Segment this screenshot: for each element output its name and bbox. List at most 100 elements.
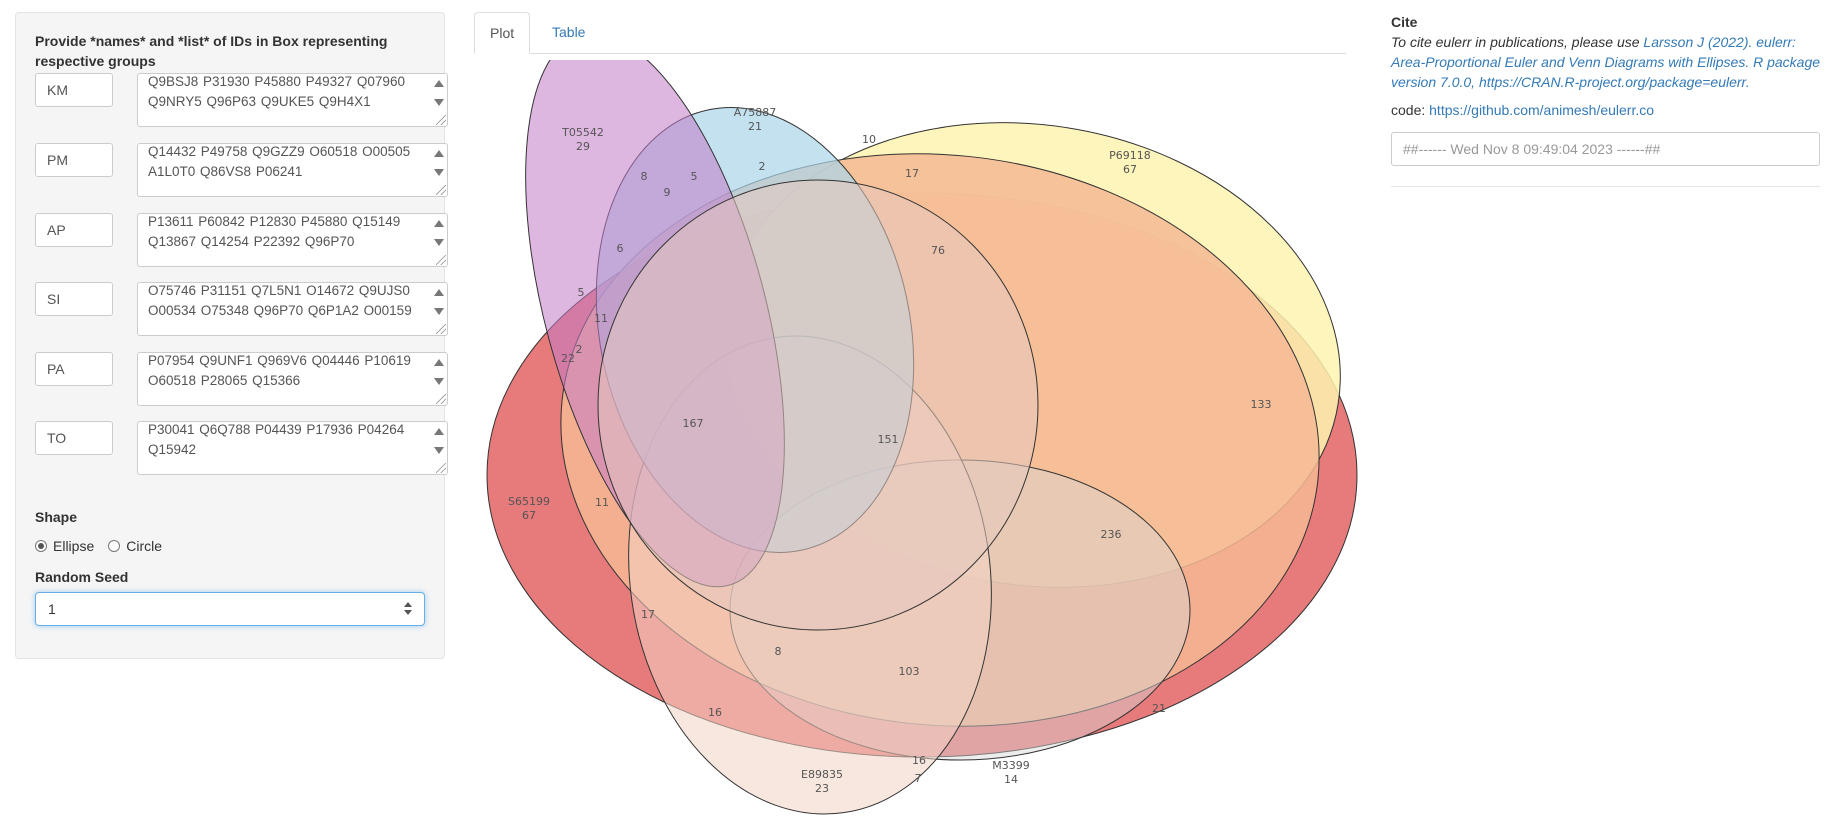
- region-value: 11: [595, 496, 609, 509]
- resize-grip-icon[interactable]: [436, 324, 446, 334]
- circle-radio[interactable]: [108, 540, 121, 552]
- shape-radio-group: Ellipse Circle: [35, 536, 176, 556]
- region-value: 8: [775, 645, 782, 658]
- scroll-down-icon[interactable]: [434, 239, 444, 246]
- textarea-scrollbar[interactable]: [431, 144, 447, 196]
- group-name-input[interactable]: [35, 213, 113, 247]
- ellipse-radio[interactable]: [35, 540, 47, 552]
- region-value: 76: [931, 244, 945, 257]
- scroll-down-icon[interactable]: [434, 99, 444, 106]
- scroll-up-icon[interactable]: [434, 150, 444, 157]
- region-value: 9: [664, 186, 671, 199]
- ellipse-radio-label[interactable]: Ellipse: [53, 538, 95, 554]
- group-ids-textarea[interactable]: P13611 P60842 P12830 P45880 Q15149 Q1386…: [137, 213, 448, 267]
- output-tabs: Plot Table: [474, 12, 1346, 54]
- set-count-label: 67: [522, 509, 536, 522]
- tab-table[interactable]: Table: [552, 24, 586, 40]
- timestamp-field: ##------ Wed Nov 8 09:49:04 2023 ------#…: [1391, 132, 1820, 166]
- region-value: 11: [594, 312, 608, 325]
- region-value: 16: [708, 706, 722, 719]
- textarea-scrollbar[interactable]: [431, 74, 447, 126]
- set-name-label: M3399: [992, 759, 1030, 772]
- textarea-scrollbar[interactable]: [431, 283, 447, 335]
- group-name-input[interactable]: [35, 421, 113, 455]
- textarea-scrollbar[interactable]: [431, 353, 447, 405]
- scroll-up-icon[interactable]: [434, 359, 444, 366]
- region-value: 236: [1101, 528, 1122, 541]
- scroll-up-icon[interactable]: [434, 428, 444, 435]
- cite-link[interactable]: Larsson J (2022). eulerr: Area-Proportio…: [1391, 34, 1821, 90]
- group-row-6: P30041 Q6Q788 P04439 P17936 P04264 Q1594…: [35, 421, 448, 477]
- tab-plot[interactable]: Plot: [474, 12, 531, 54]
- random-seed-label: Random Seed: [35, 569, 129, 585]
- region-value: 151: [878, 433, 899, 446]
- scroll-up-icon[interactable]: [434, 80, 444, 87]
- scroll-down-icon[interactable]: [434, 169, 444, 176]
- random-seed-value: 1: [48, 601, 56, 617]
- region-value: 21: [1152, 702, 1166, 715]
- group-ids-textarea[interactable]: P07954 Q9UNF1 Q969V6 Q04446 P10619 O6051…: [137, 352, 448, 406]
- set-name-label: E89835: [801, 768, 843, 781]
- region-value: 17: [905, 167, 919, 180]
- textarea-scrollbar[interactable]: [431, 214, 447, 266]
- resize-grip-icon[interactable]: [436, 115, 446, 125]
- circle-radio-label[interactable]: Circle: [126, 538, 163, 554]
- set-name-label: T05542: [561, 126, 604, 139]
- group-ids-text: P13611 P60842 P12830 P45880 Q15149 Q1386…: [148, 214, 401, 249]
- resize-grip-icon[interactable]: [436, 185, 446, 195]
- resize-grip-icon[interactable]: [436, 255, 446, 265]
- sidebar-panel: Provide *names* and *list* of IDs in Box…: [15, 12, 448, 659]
- region-value: 2: [576, 343, 583, 356]
- group-name-input[interactable]: [35, 73, 113, 107]
- region-value: 167: [683, 417, 704, 430]
- textarea-scrollbar[interactable]: [431, 422, 447, 474]
- group-row-4: O75746 P31151 Q7L5N1 O14672 Q9UJS0 O0053…: [35, 282, 448, 338]
- group-name-input[interactable]: [35, 282, 113, 316]
- scroll-down-icon[interactable]: [434, 308, 444, 315]
- group-ids-text: O75746 P31151 Q7L5N1 O14672 Q9UJS0 O0053…: [148, 283, 412, 318]
- code-line: code: https://github.com/animesh/eulerr.…: [1391, 102, 1654, 118]
- group-row-2: Q14432 P49758 Q9GZZ9 O60518 O00505 A1L0T…: [35, 143, 448, 199]
- group-row-5: P07954 Q9UNF1 Q969V6 Q04446 P10619 O6051…: [35, 352, 448, 408]
- scroll-down-icon[interactable]: [434, 447, 444, 454]
- group-ids-text: Q9BSJ8 P31930 P45880 P49327 Q07960 Q9NRY…: [148, 74, 405, 109]
- group-name-input[interactable]: [35, 352, 113, 386]
- region-value: 17: [641, 608, 655, 621]
- group-row-1: Q9BSJ8 P31930 P45880 P49327 Q07960 Q9NRY…: [35, 73, 448, 129]
- group-name-input[interactable]: [35, 143, 113, 177]
- region-value: 133: [1251, 398, 1272, 411]
- group-ids-textarea[interactable]: Q14432 P49758 Q9GZZ9 O60518 O00505 A1L0T…: [137, 143, 448, 197]
- code-label: code:: [1391, 102, 1426, 118]
- scroll-down-icon[interactable]: [434, 378, 444, 385]
- random-seed-input[interactable]: 1: [35, 592, 425, 626]
- set-name-label: P69118: [1109, 149, 1151, 162]
- set-count-label: 14: [1004, 773, 1018, 786]
- group-ids-text: Q14432 P49758 Q9GZZ9 O60518 O00505 A1L0T…: [148, 144, 411, 179]
- group-ids-textarea[interactable]: P30041 Q6Q788 P04439 P17936 P04264 Q1594…: [137, 421, 448, 475]
- github-link[interactable]: https://github.com/animesh/eulerr.co: [1429, 102, 1655, 118]
- cite-title: Cite: [1391, 14, 1418, 30]
- euler-diagram: T05542 29 A75887 21 P69118 67 S65199 67 …: [486, 60, 1358, 815]
- cite-text: To cite eulerr in publications, please u…: [1391, 34, 1640, 50]
- set-count-label: 67: [1123, 163, 1137, 176]
- region-value: 6: [617, 242, 624, 255]
- group-ids-textarea[interactable]: Q9BSJ8 P31930 P45880 P49327 Q07960 Q9NRY…: [137, 73, 448, 127]
- spinner-icon[interactable]: [404, 601, 412, 617]
- groups-heading: Provide *names* and *list* of IDs in Box…: [35, 33, 388, 69]
- set-name-label: S65199: [508, 495, 550, 508]
- resize-grip-icon[interactable]: [436, 463, 446, 473]
- shape-label: Shape: [35, 509, 78, 525]
- resize-grip-icon[interactable]: [436, 394, 446, 404]
- region-value: 7: [915, 772, 922, 785]
- divider: [1391, 186, 1820, 187]
- scroll-up-icon[interactable]: [434, 289, 444, 296]
- set-count-label: 21: [748, 120, 762, 133]
- cite-panel: Cite To cite eulerr in publications, ple…: [1391, 12, 1831, 92]
- region-value: 22: [561, 352, 575, 365]
- scroll-up-icon[interactable]: [434, 220, 444, 227]
- region-value: 16: [912, 754, 926, 767]
- group-ids-text: P07954 Q9UNF1 Q969V6 Q04446 P10619 O6051…: [148, 353, 411, 388]
- region-value: 103: [899, 665, 920, 678]
- group-ids-textarea[interactable]: O75746 P31151 Q7L5N1 O14672 Q9UJS0 O0053…: [137, 282, 448, 336]
- set-name-label: A75887: [734, 106, 777, 119]
